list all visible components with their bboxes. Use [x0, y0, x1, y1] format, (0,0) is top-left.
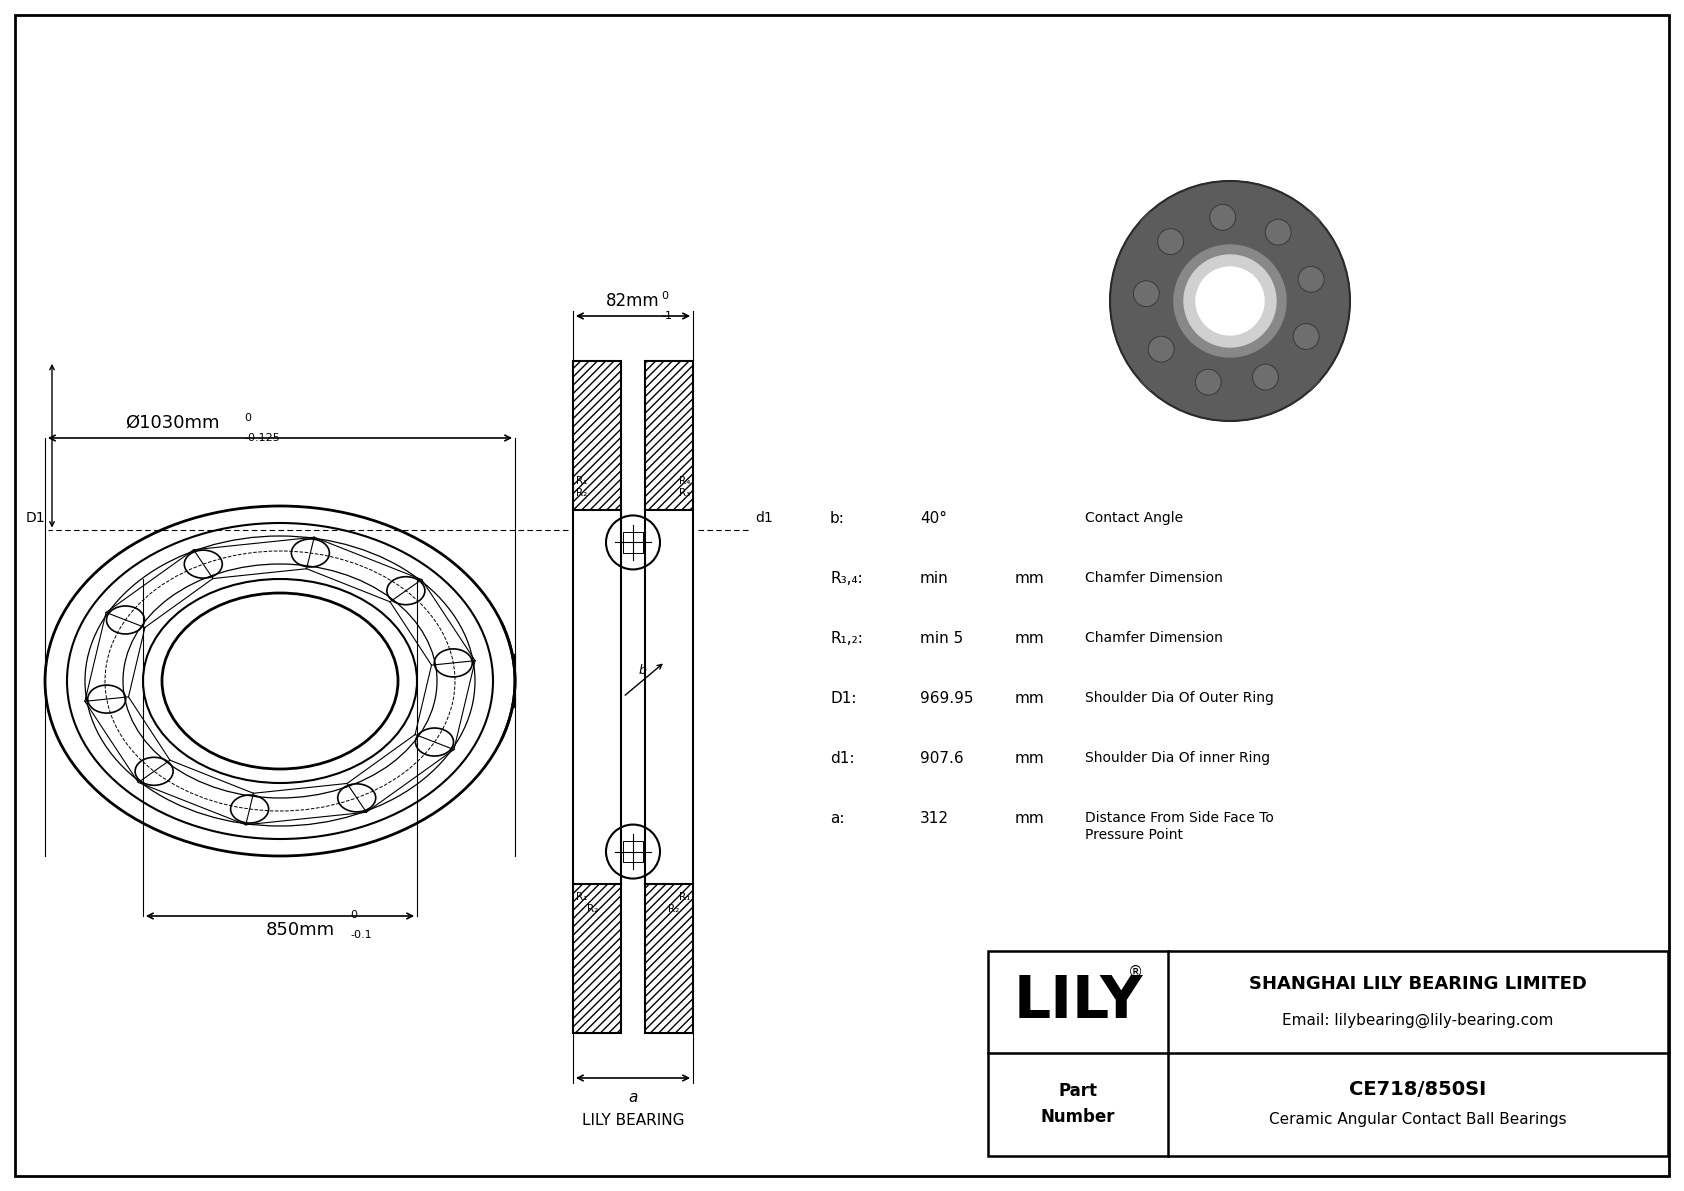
Text: R₁: R₁ [679, 892, 690, 902]
Text: D1:: D1: [830, 691, 857, 706]
Text: mm: mm [1015, 691, 1044, 706]
Circle shape [1209, 205, 1236, 230]
Text: Shoulder Dia Of inner Ring: Shoulder Dia Of inner Ring [1084, 752, 1270, 765]
Text: CE718/850SI: CE718/850SI [1349, 1080, 1487, 1099]
Circle shape [1157, 229, 1184, 255]
Circle shape [1196, 369, 1221, 395]
Text: Contact Angle: Contact Angle [1084, 511, 1184, 525]
Bar [573, 884, 621, 1033]
Text: R₁: R₁ [576, 476, 588, 486]
Circle shape [1133, 281, 1159, 306]
Bar [645, 361, 694, 511]
Text: b:: b: [830, 511, 845, 526]
Text: 850mm: 850mm [266, 921, 335, 939]
Text: 312: 312 [919, 811, 950, 827]
Text: -1: -1 [662, 311, 672, 322]
Text: R₂: R₂ [576, 488, 588, 499]
Text: R₄: R₄ [679, 476, 690, 486]
Text: 969.95: 969.95 [919, 691, 973, 706]
Circle shape [1253, 364, 1278, 391]
Polygon shape [1140, 381, 1150, 391]
Bar [573, 884, 621, 1033]
Text: 82mm: 82mm [606, 292, 660, 310]
Circle shape [1293, 324, 1319, 349]
Text: -0.125: -0.125 [244, 434, 280, 443]
Text: 40°: 40° [919, 511, 946, 526]
Text: SHANGHAI LILY BEARING LIMITED: SHANGHAI LILY BEARING LIMITED [1250, 975, 1586, 993]
Text: R₃: R₃ [679, 488, 690, 499]
Text: d1: d1 [754, 511, 773, 525]
Text: d1:: d1: [830, 752, 854, 766]
Circle shape [1110, 181, 1351, 420]
Text: mm: mm [1015, 811, 1044, 827]
Polygon shape [1140, 211, 1150, 222]
Text: Pressure Point: Pressure Point [1084, 828, 1182, 842]
Text: a: a [628, 1090, 638, 1105]
Circle shape [1148, 336, 1174, 362]
Bar [645, 361, 694, 511]
Text: min: min [919, 570, 948, 586]
Circle shape [1184, 255, 1276, 347]
Text: Email: lilybearing@lily-bearing.com: Email: lilybearing@lily-bearing.com [1282, 1012, 1554, 1028]
Text: mm: mm [1015, 631, 1044, 646]
Circle shape [1174, 245, 1287, 357]
Text: mm: mm [1015, 570, 1044, 586]
Circle shape [1265, 219, 1292, 245]
Text: LILY BEARING: LILY BEARING [581, 1114, 684, 1128]
Text: -0.1: -0.1 [350, 930, 372, 940]
Text: 0: 0 [662, 291, 669, 301]
Text: Ceramic Angular Contact Ball Bearings: Ceramic Angular Contact Ball Bearings [1270, 1112, 1566, 1127]
Text: Shoulder Dia Of Outer Ring: Shoulder Dia Of Outer Ring [1084, 691, 1273, 705]
Text: R₂: R₂ [588, 904, 598, 913]
Text: R₂: R₂ [669, 904, 679, 913]
Text: a:: a: [830, 811, 844, 827]
Bar [989, 950, 1667, 1156]
Text: Chamfer Dimension: Chamfer Dimension [1084, 570, 1223, 585]
Text: 907.6: 907.6 [919, 752, 963, 766]
Bar [623, 841, 643, 862]
Text: LILY: LILY [1014, 973, 1143, 1030]
Text: Part: Part [1059, 1083, 1098, 1100]
Text: ®: ® [1128, 965, 1143, 979]
Text: Distance From Side Face To: Distance From Side Face To [1084, 811, 1273, 825]
Text: 0: 0 [244, 413, 251, 423]
Bar [623, 532, 643, 553]
Polygon shape [1310, 381, 1320, 391]
Text: 0: 0 [350, 910, 357, 919]
Text: b: b [638, 665, 647, 676]
Bar [645, 884, 694, 1033]
Circle shape [1298, 267, 1324, 292]
Text: R₁,₂:: R₁,₂: [830, 631, 862, 646]
Text: D1: D1 [25, 511, 45, 525]
Text: Chamfer Dimension: Chamfer Dimension [1084, 631, 1223, 646]
Bar [573, 361, 621, 511]
Text: R₃,₄:: R₃,₄: [830, 570, 862, 586]
Text: R₁: R₁ [576, 892, 588, 902]
Polygon shape [1310, 211, 1320, 222]
Circle shape [1196, 267, 1265, 335]
Bar [645, 884, 694, 1033]
Text: mm: mm [1015, 752, 1044, 766]
Bar [573, 361, 621, 511]
Text: Number: Number [1041, 1109, 1115, 1127]
Text: min 5: min 5 [919, 631, 963, 646]
Text: Ø1030mm: Ø1030mm [125, 414, 219, 432]
